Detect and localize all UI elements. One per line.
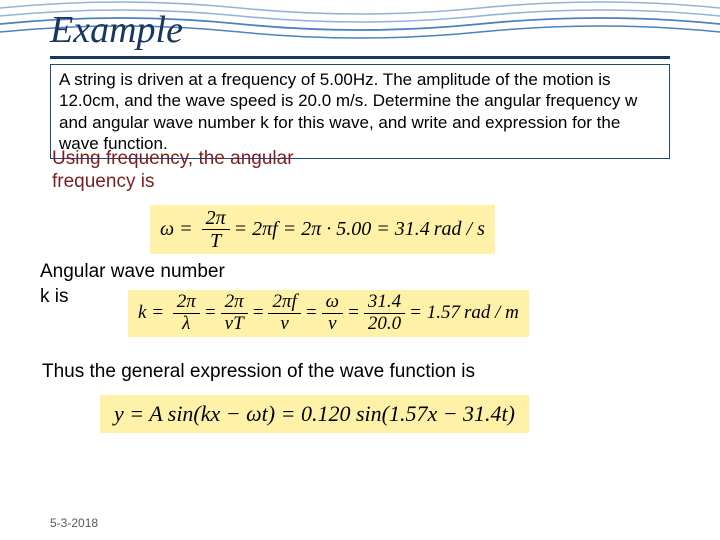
problem-statement-box: A string is driven at a frequency of 5.0… — [50, 64, 670, 159]
equals-2a: = — [146, 302, 168, 324]
title-underline — [50, 56, 670, 59]
eq2-f4-den: ν — [324, 314, 340, 335]
eq1-num: 2π — [202, 207, 230, 230]
slide-title: Example — [50, 8, 183, 52]
eq2-f2: 2π νT — [221, 292, 248, 335]
eq2-result: = 1.57 — [409, 302, 460, 324]
equation-wave-function: y = A sin(kx − ωt) = 0.120 sin(1.57x − 3… — [100, 395, 529, 433]
equals-2b: = — [204, 302, 217, 324]
eq2-f5: 31.4 20.0 — [364, 292, 405, 335]
eq2-f3: 2πf ν — [268, 292, 300, 335]
eq1-fraction: 2π T — [202, 207, 230, 252]
line-1: Using frequency, the angular — [52, 148, 294, 171]
wave-function-intro: Thus the general expression of the wave … — [42, 360, 475, 385]
eq3-expr: y = A sin(kx − ωt) = 0.120 sin(1.57x − 3… — [114, 401, 515, 427]
eq2-f5-num: 31.4 — [364, 292, 405, 314]
angular-frequency-intro: Using frequency, the angular frequency i… — [52, 148, 294, 194]
eq2-lhs: k — [138, 302, 146, 324]
eq1-lhs: ω — [160, 218, 174, 241]
eq1-units: rad / s — [434, 218, 485, 241]
eq1-step2: = 2πf = 2π · 5.00 = 31.4 — [234, 218, 430, 241]
eq2-f1-den: λ — [178, 314, 194, 335]
equation-k: k = 2π λ = 2π νT = 2πf ν = ω ν = 31.4 20… — [128, 290, 529, 337]
equals-2c: = — [252, 302, 265, 324]
eq2-f5-den: 20.0 — [364, 314, 405, 335]
eq2-f4: ω ν — [322, 292, 343, 335]
eq2-f3-num: 2πf — [268, 292, 300, 314]
eq2-f1: 2π λ — [173, 292, 200, 335]
eq2-f2-num: 2π — [221, 292, 248, 314]
equals-1: = — [174, 218, 198, 241]
eq2-f1-num: 2π — [173, 292, 200, 314]
eq2-f2-den: νT — [221, 314, 248, 335]
equals-2e: = — [347, 302, 360, 324]
t2-line-1: Angular wave number — [40, 260, 225, 285]
equals-2d: = — [305, 302, 318, 324]
equation-omega: ω = 2π T = 2πf = 2π · 5.00 = 31.4 rad / … — [150, 205, 495, 254]
footer-date: 5-3-2018 — [50, 516, 98, 530]
problem-text: A string is driven at a frequency of 5.0… — [59, 70, 637, 153]
line-2: frequency is — [52, 171, 294, 194]
eq2-f4-num: ω — [322, 292, 343, 314]
eq1-den: T — [206, 230, 225, 252]
eq2-f3-den: ν — [276, 314, 292, 335]
eq2-units: rad / m — [464, 302, 519, 324]
